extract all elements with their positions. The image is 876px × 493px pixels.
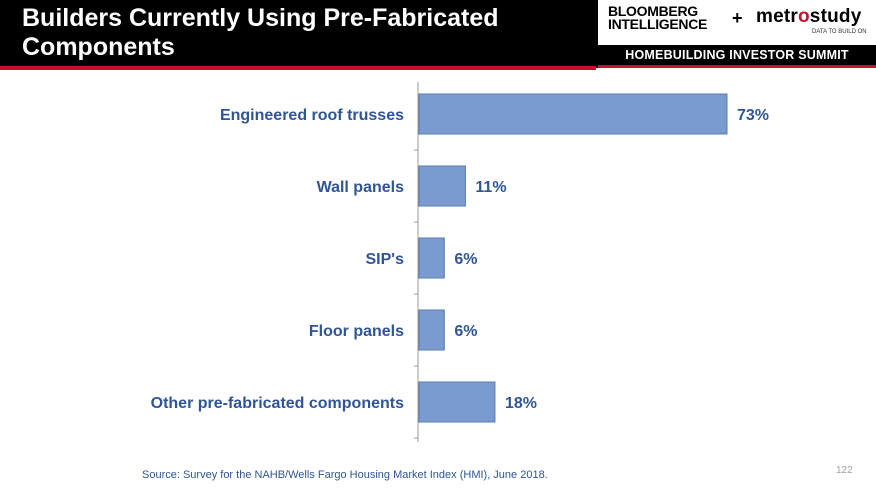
metrostudy-logo: metrostudy [756,6,861,28]
category-label-3: Floor panels [309,323,404,340]
summit-banner: HOMEBUILDING INVESTOR SUMMIT [598,45,876,65]
brand-block: BLOOMBERG INTELLIGENCE + metrostudy DATA… [598,0,876,68]
category-label-1: Wall panels [317,179,405,196]
data-label-4: 18% [505,395,537,412]
metrostudy-tagline: DATA TO BUILD ON [812,29,867,35]
header-accent-rule [0,66,596,70]
bar-chart: Engineered roof trusses 73% Wall panels 11%… [151,82,769,442]
category-label-2: SIP's [366,251,405,268]
category-label-4: Other pre-fabricated components [151,395,404,412]
metro-logo-o: o [797,6,810,27]
bloomberg-intelligence-logo: BLOOMBERG INTELLIGENCE [608,3,708,32]
bar-1 [418,165,466,207]
metro-logo-text-end: study [809,6,862,27]
bar-3 [418,309,445,351]
bar-0 [418,93,728,135]
category-label-0: Engineered roof trusses [220,107,404,124]
data-label-3: 6% [454,323,477,340]
data-label-2: 6% [454,251,477,268]
bar-4 [418,381,496,423]
page-number: 122 [836,465,853,476]
brand-plus-sign: + [732,8,743,28]
data-label-1: 11% [475,179,506,196]
bar-2 [418,237,445,279]
source-note: Source: Survey for the NAHB/Wells Fargo … [142,469,548,481]
data-label-0: 73% [737,107,769,124]
chart-bars: Engineered roof trusses 73% Wall panels 11%… [151,93,769,439]
page-title: Builders Currently Using Pre-Fabricated … [22,4,499,61]
metro-logo-text-start: metr [756,6,798,27]
